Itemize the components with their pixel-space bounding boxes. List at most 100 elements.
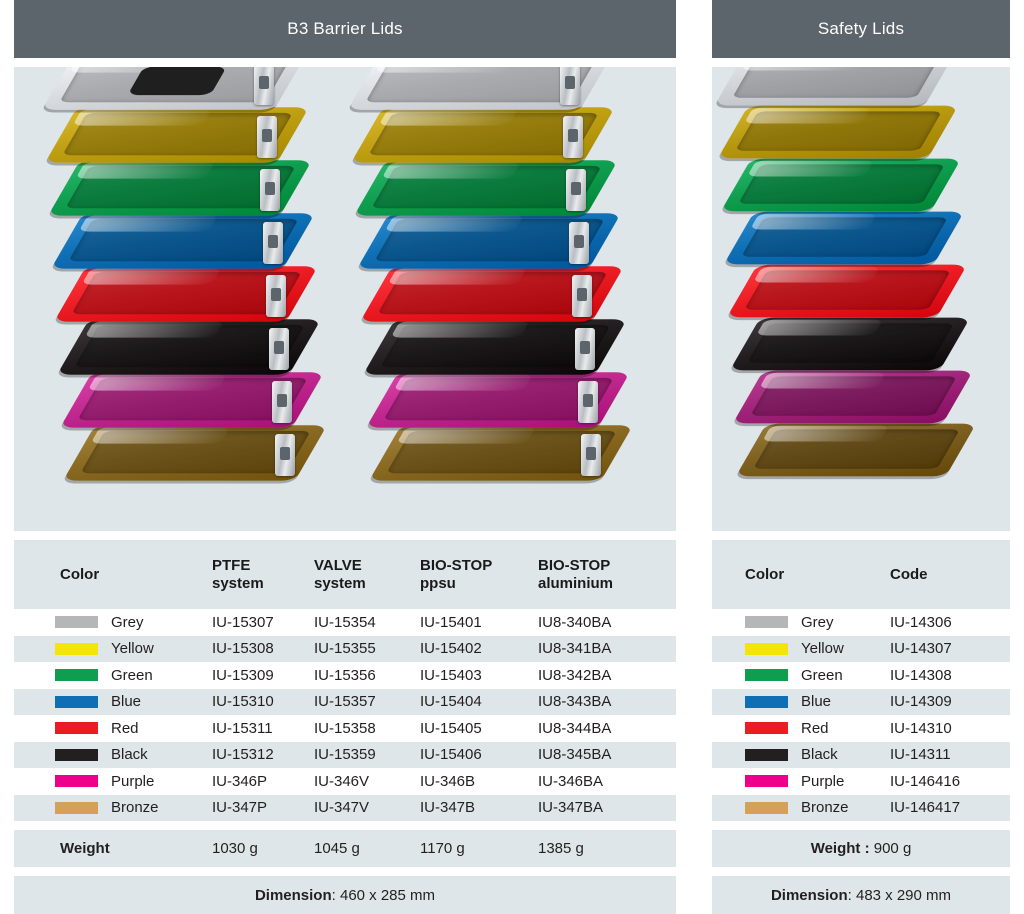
col-header-color: Color [14, 540, 212, 609]
product-lid [729, 317, 971, 371]
lid-latch-clip [575, 328, 595, 370]
b3-weight-row: Weight 1030 g 1045 g 1170 g 1385 g [14, 830, 676, 867]
col-header-ppsu-line2: ppsu [420, 574, 456, 592]
cell-valve: IU-346V [314, 768, 420, 795]
color-cell: Green [14, 662, 212, 689]
cell-ptfe: IU-15310 [212, 688, 314, 715]
color-name: Black [111, 746, 148, 764]
color-cell: Black [712, 741, 890, 768]
product-image-safety [712, 67, 1010, 531]
lid-highlight [381, 162, 521, 179]
lid-highlight [387, 268, 527, 285]
cell-valve: IU-15357 [314, 688, 420, 715]
color-swatch [745, 669, 788, 682]
lid-highlight [758, 372, 886, 389]
cell-aluminium: IU8-343BA [538, 688, 676, 715]
b3-dimension-row: Dimension: 460 x 285 mm [14, 876, 676, 914]
safety-table-header-row: Color Code [712, 540, 1010, 609]
col-header-color-safety: Color [712, 540, 890, 609]
section-title-bar-safety: Safety Lids [712, 0, 1010, 58]
lid-recess [732, 67, 939, 98]
lid-latch-clip [572, 275, 592, 317]
table-row: Black IU-14311 [712, 741, 1010, 768]
section-title-b3: B3 Barrier Lids [287, 19, 403, 38]
product-lid [723, 211, 965, 265]
col-header-alu-line2: aluminium [538, 574, 614, 592]
color-cell: Blue [712, 688, 890, 715]
section-b3-barrier-lids: B3 Barrier Lids Color PTFE system [14, 0, 676, 914]
cell-code: IU-14309 [890, 688, 1010, 715]
section-safety-lids: Safety Lids Color Code Grey IU-14306 Yello… [712, 0, 1010, 914]
lid-highlight [81, 268, 221, 285]
cell-ptfe: IU-15312 [212, 741, 314, 768]
col-header-biostop-ppsu: BIO-STOP ppsu [420, 540, 538, 609]
color-cell: Purple [712, 768, 890, 795]
b3-spec-table: Color PTFE system VALVE system BIO-STOP … [14, 540, 676, 914]
cell-code: IU-14311 [890, 741, 1010, 768]
color-cell: Red [14, 715, 212, 742]
b3-ptfe-stack [41, 67, 328, 517]
color-cell: Grey [14, 609, 212, 636]
cell-code: IU-146416 [890, 768, 1010, 795]
color-cell: Blue [14, 688, 212, 715]
color-name: Purple [801, 772, 845, 790]
color-cell: Green [712, 662, 890, 689]
table-row: Purple IU-346P IU-346V IU-346B IU-346BA [14, 768, 676, 795]
lid-latch-clip [260, 169, 280, 211]
lid-highlight [384, 215, 524, 232]
table-row: Red IU-14310 [712, 715, 1010, 742]
cell-ppsu: IU-15406 [420, 741, 538, 768]
col-header-valve-line1: VALVE [314, 556, 362, 574]
lid-latch-clip [275, 434, 295, 476]
table-row: Purple IU-146416 [712, 768, 1010, 795]
product-lid [714, 67, 956, 106]
cell-valve: IU-15355 [314, 635, 420, 662]
cell-ppsu: IU-15401 [420, 609, 538, 636]
lid-latch-clip [569, 222, 589, 264]
col-header-ptfe-line2: system [212, 574, 264, 592]
lid-highlight [393, 374, 533, 391]
b3-table-header-row: Color PTFE system VALVE system BIO-STOP … [14, 540, 676, 609]
color-name: Green [801, 666, 843, 684]
table-row: Black IU-15312 IU-15359 IU-15406 IU8-345BA [14, 741, 676, 768]
section-title-bar-b3: B3 Barrier Lids [14, 0, 676, 58]
cell-valve: IU-15359 [314, 741, 420, 768]
color-swatch [745, 616, 788, 629]
cell-ppsu: IU-15402 [420, 635, 538, 662]
table-row: Green IU-14308 [712, 662, 1010, 689]
cell-aluminium: IU-346BA [538, 768, 676, 795]
color-swatch [745, 775, 788, 788]
color-name: Grey [801, 613, 834, 631]
table-row: Bronze IU-347P IU-347V IU-347B IU-347BA [14, 794, 676, 821]
lid-latch-clip [269, 328, 289, 370]
table-row: Grey IU-15307 IU-15354 IU-15401 IU8-340BA [14, 609, 676, 636]
color-cell: Purple [14, 768, 212, 795]
color-cell: Yellow [14, 635, 212, 662]
lid-highlight [755, 319, 883, 336]
lid-highlight [78, 215, 218, 232]
color-swatch [55, 748, 98, 761]
table-row: Bronze IU-146417 [712, 794, 1010, 821]
color-cell: Red [712, 715, 890, 742]
color-swatch [745, 801, 788, 814]
cell-code: IU-14310 [890, 715, 1010, 742]
weight-value-safety: 900 g [873, 840, 912, 857]
lid-highlight [84, 321, 224, 338]
dimension-value-safety: : 483 x 290 mm [847, 886, 952, 904]
color-swatch [55, 616, 98, 629]
lid-highlight [72, 109, 212, 126]
lid-highlight [396, 427, 536, 444]
table-row: Blue IU-14309 [712, 688, 1010, 715]
cell-aluminium: IU8-340BA [538, 609, 676, 636]
col-header-ptfe-line1: PTFE [212, 556, 251, 574]
cell-aluminium: IU8-344BA [538, 715, 676, 742]
weight-alu: 1385 g [538, 830, 676, 867]
cell-valve: IU-15358 [314, 715, 420, 742]
color-cell: Bronze [14, 794, 212, 821]
product-lid [726, 264, 968, 318]
color-swatch [55, 801, 98, 814]
table-row: Grey IU-14306 [712, 609, 1010, 636]
lid-latch-clip [266, 275, 286, 317]
lid-highlight [749, 213, 877, 230]
safety-lid-stack [714, 67, 980, 517]
